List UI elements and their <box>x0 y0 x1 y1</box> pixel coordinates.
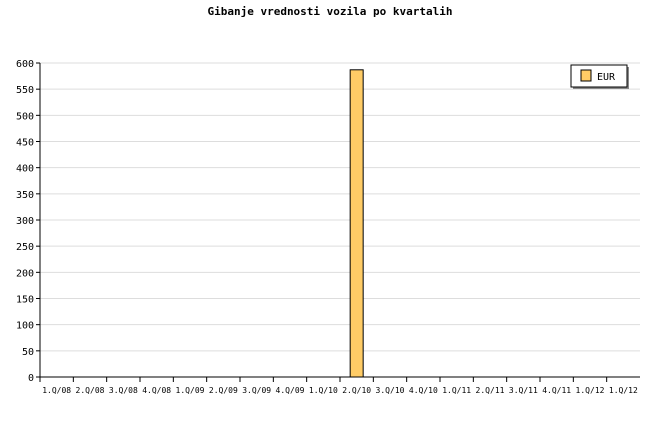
x-tick-label: 4.Q/09 <box>276 386 305 395</box>
y-tick-label: 350 <box>16 190 34 201</box>
x-tick-label: 3.Q/08 <box>109 386 138 395</box>
y-tick-label: 400 <box>16 164 34 175</box>
x-tick-label: 4.Q/10 <box>409 386 438 395</box>
x-tick-label: 2.Q/10 <box>342 386 371 395</box>
legend: EUR <box>570 64 629 89</box>
bar <box>349 69 364 378</box>
x-tick-label: 1.Q/08 <box>42 386 71 395</box>
x-tick-label: 2.Q/11 <box>476 386 505 395</box>
y-tick-label: 250 <box>16 242 34 253</box>
y-tick-label: 0 <box>28 373 34 384</box>
y-tick-label: 300 <box>16 216 34 227</box>
x-tick-label: 2.Q/09 <box>209 386 238 395</box>
x-tick-label: 1.Q/09 <box>176 386 205 395</box>
x-tick-label: 1.Q/10 <box>309 386 338 395</box>
x-tick-label: 1.Q/12 <box>609 386 638 395</box>
y-tick-label: 200 <box>16 268 34 279</box>
legend-label: EUR <box>597 72 616 83</box>
x-tick-label: 3.Q/10 <box>376 386 405 395</box>
y-tick-label: 500 <box>16 111 34 122</box>
x-tick-label: 4.Q/11 <box>542 386 571 395</box>
chart-title: Gibanje vrednosti vozila po kvartalih <box>207 5 452 18</box>
y-tick-label: 100 <box>16 321 34 332</box>
y-tick-label: 50 <box>22 347 34 358</box>
y-tick-label: 600 <box>16 59 34 70</box>
x-tick-label: 1.Q/12 <box>576 386 605 395</box>
x-tick-label: 3.Q/09 <box>242 386 271 395</box>
y-tick-label: 150 <box>16 295 34 306</box>
y-tick-label: 450 <box>16 138 34 149</box>
legend-swatch <box>580 69 592 82</box>
x-tick-label: 3.Q/11 <box>509 386 538 395</box>
y-tick-label: 550 <box>16 85 34 96</box>
x-tick-label: 2.Q/08 <box>76 386 105 395</box>
x-tick-label: 1.Q/11 <box>442 386 471 395</box>
x-tick-label: 4.Q/08 <box>142 386 171 395</box>
